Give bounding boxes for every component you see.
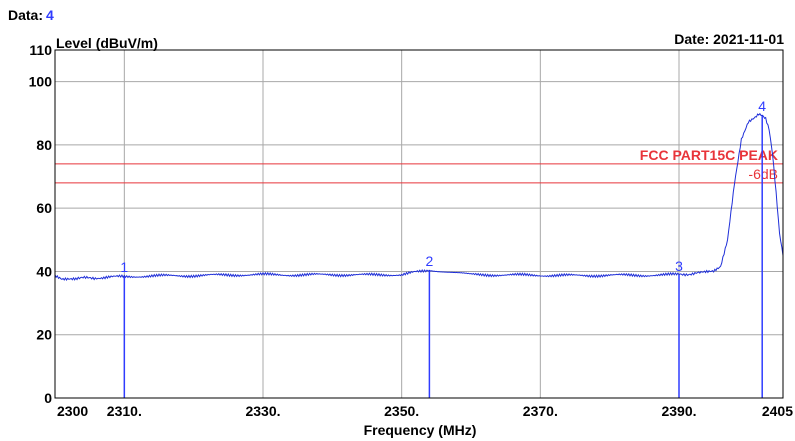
trace-line-0: [54, 112, 784, 281]
y-tick-label: 40: [36, 263, 52, 279]
x-tick-label: 2370.: [523, 403, 558, 419]
y-tick-label: 100: [29, 74, 53, 90]
marker-label: 2: [426, 253, 434, 269]
limit-lines: FCC PART15C PEAK -6dB: [55, 147, 783, 184]
marker-label: 3: [675, 258, 683, 274]
marker-label: 1: [120, 259, 128, 275]
x-tick-label: 2310.: [107, 403, 142, 419]
y-axis-label: Level (dBuV/m): [56, 35, 158, 51]
x-tick-labels: 2300 2310. 2330. 2350. 2370. 2390. 2405: [57, 403, 793, 419]
y-tick-label: 0: [44, 390, 52, 406]
plot-frame: [54, 49, 784, 399]
x-tick-label: 2300: [57, 403, 88, 419]
data-label: Data:: [8, 7, 43, 23]
y-tick-label: 80: [36, 137, 52, 153]
limit-label: -6dB: [748, 166, 778, 182]
x-tick-label: 2330.: [245, 403, 280, 419]
trace-group: [54, 112, 784, 281]
grid: [55, 50, 783, 398]
x-tick-label: 2405: [762, 403, 793, 419]
y-tick-label: 110: [29, 42, 52, 58]
y-tick-labels: 0 20 40 60 80 100 110: [29, 42, 53, 406]
data-value: 4: [46, 7, 54, 23]
y-tick-label: 20: [36, 327, 52, 343]
marker-label: 4: [758, 98, 766, 114]
x-tick-label: 2350.: [384, 403, 419, 419]
x-axis-label: Frequency (MHz): [364, 422, 477, 438]
x-tick-label: 2390.: [661, 403, 696, 419]
markers: 1 2 3 4: [120, 98, 766, 398]
date-label: Date: 2021-11-01: [674, 31, 784, 47]
limit-label: FCC PART15C PEAK: [640, 147, 778, 163]
y-tick-label: 60: [36, 200, 52, 216]
